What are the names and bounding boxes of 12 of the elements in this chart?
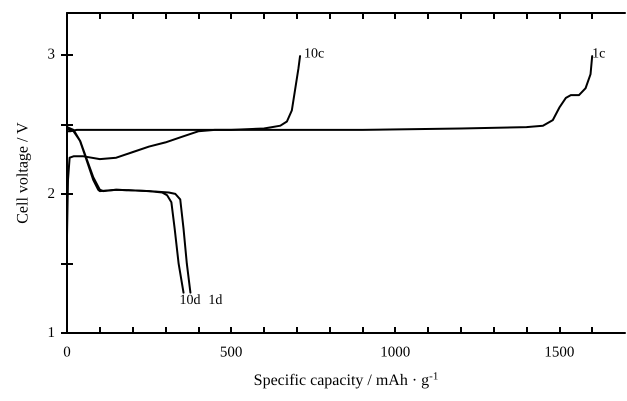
y-axis-title: Cell voltage / V: [14, 122, 32, 224]
series-label: 1c: [592, 46, 606, 62]
y-tick-label: 3: [48, 46, 55, 63]
series-label: 10c: [304, 46, 324, 62]
x-tick-label: 0: [63, 344, 71, 360]
x-tick-label: 500: [220, 344, 242, 360]
series-label: 10d: [180, 293, 201, 308]
x-tick-label: 1500: [544, 344, 574, 360]
y-tick-label: 1: [48, 325, 55, 341]
x-tick-label: 1000: [380, 344, 410, 360]
y-tick-label: 2: [48, 186, 55, 202]
series-label: 1d: [208, 293, 222, 308]
